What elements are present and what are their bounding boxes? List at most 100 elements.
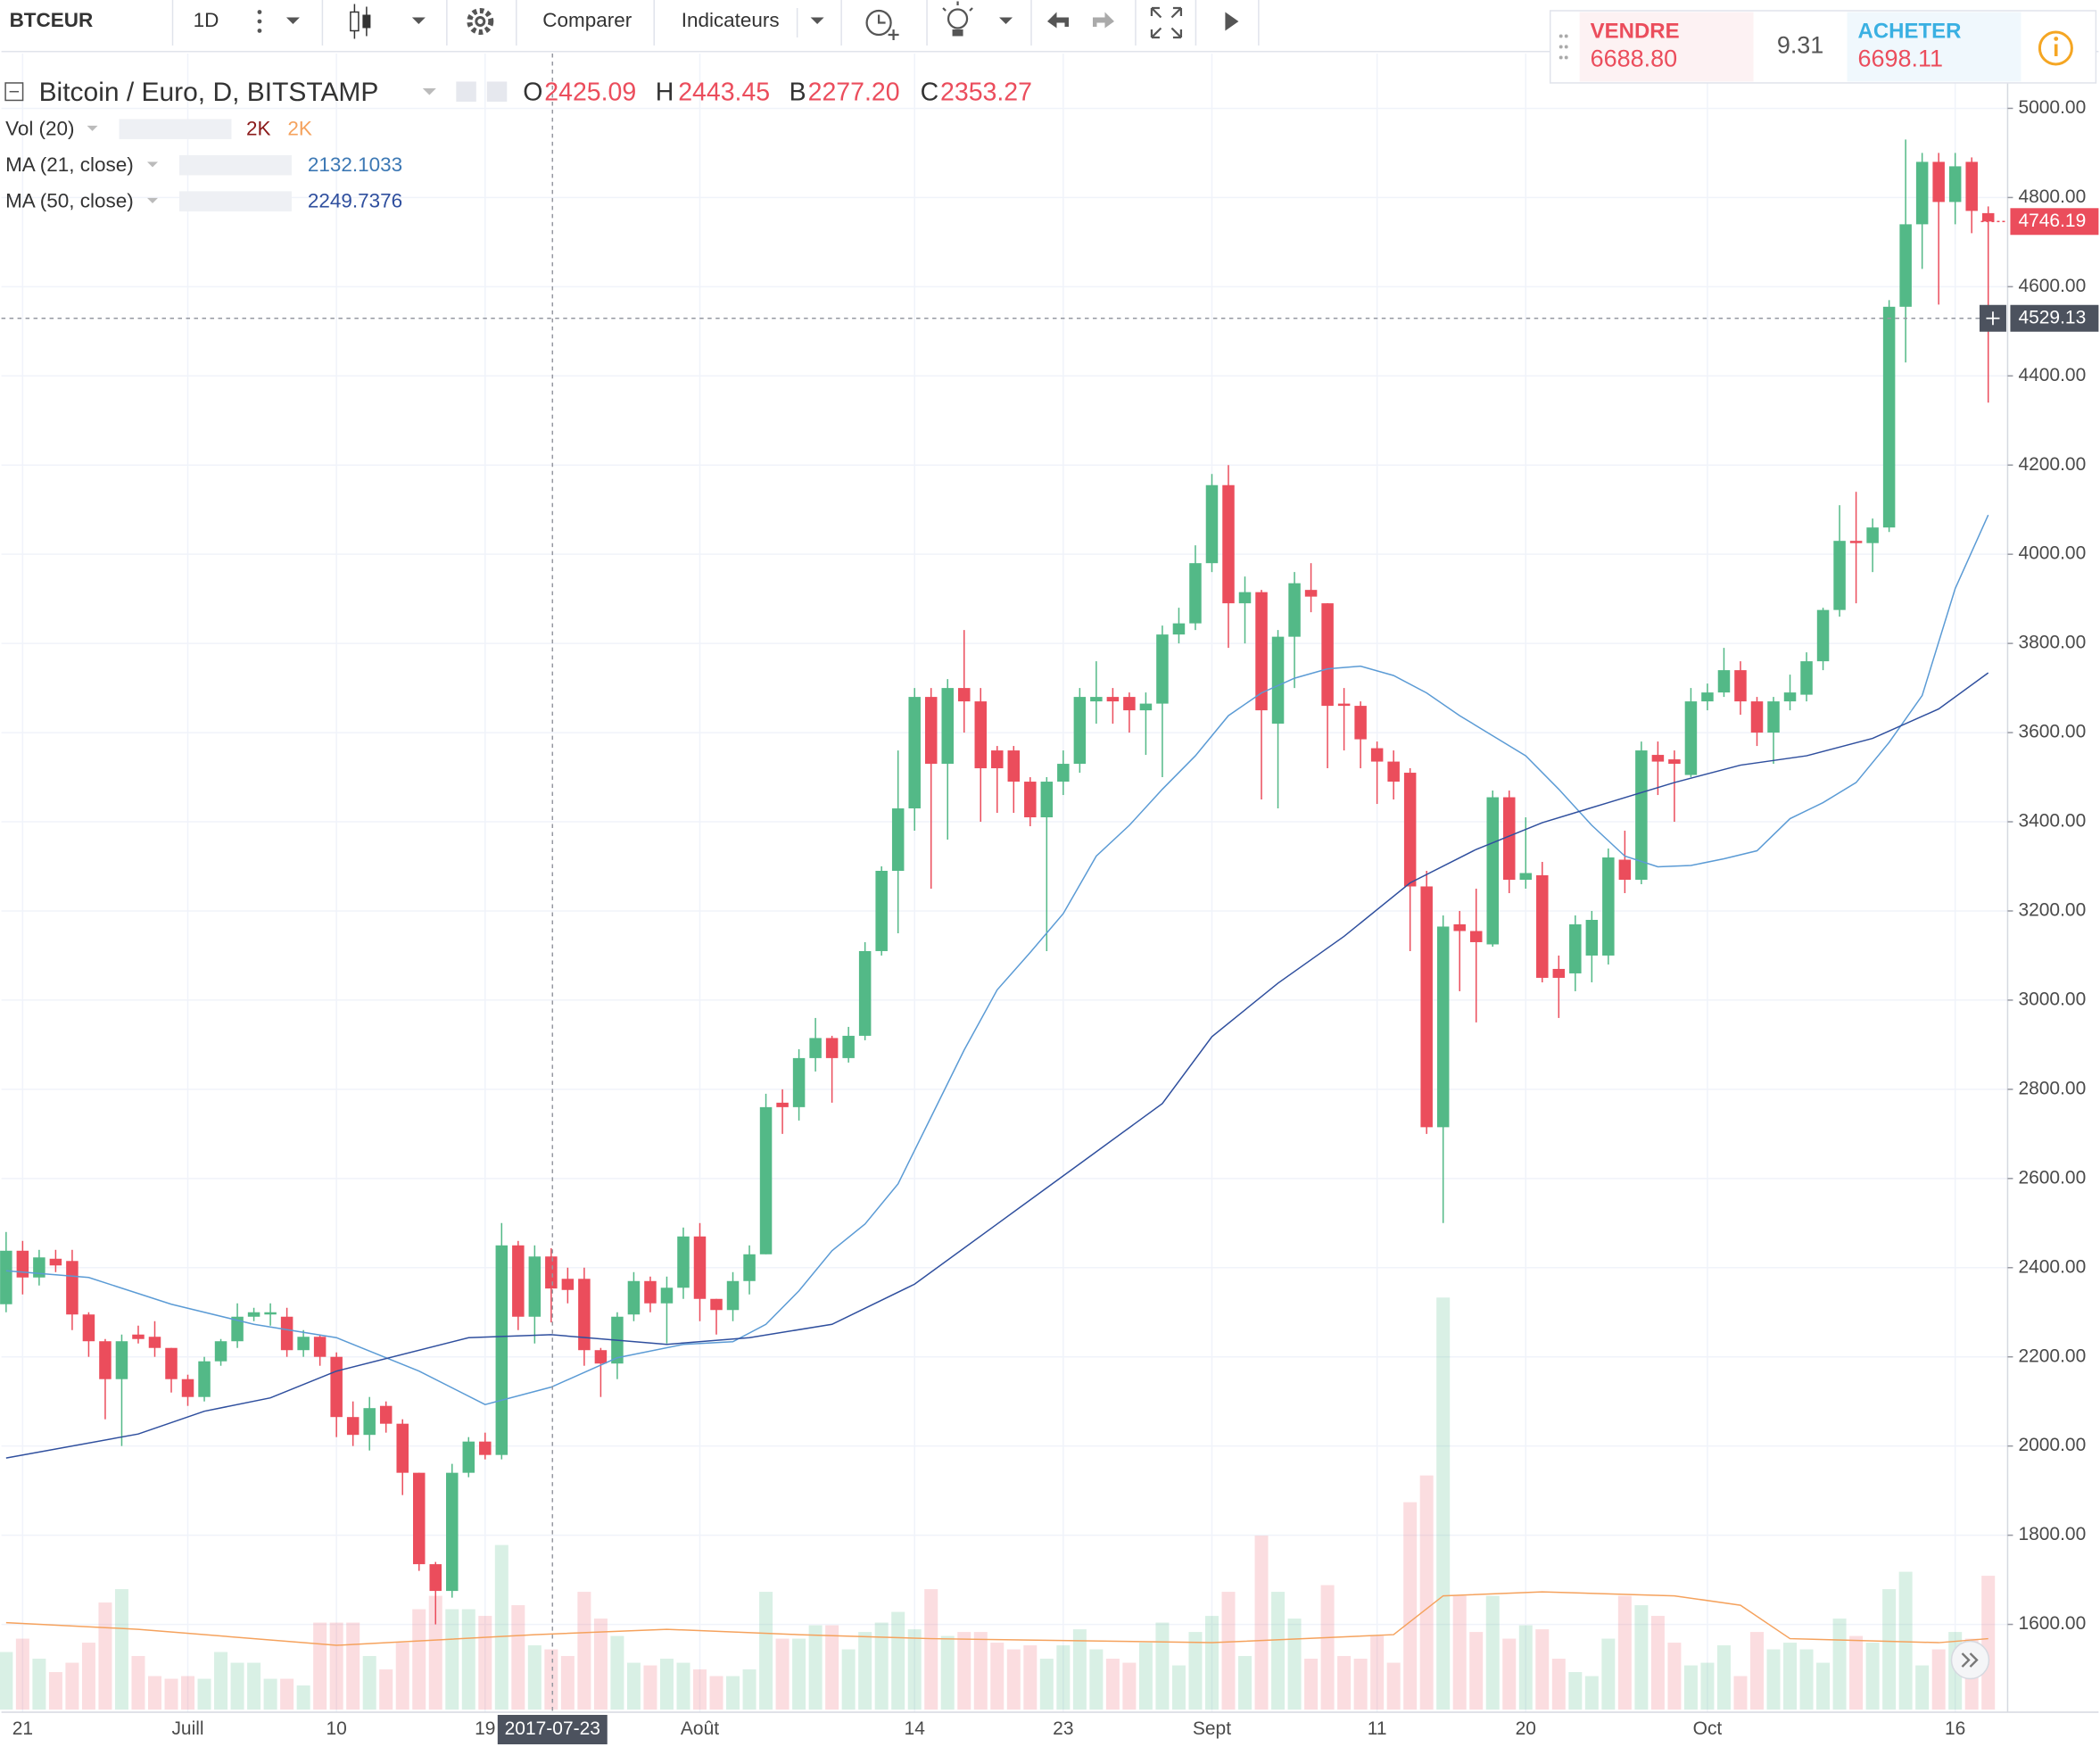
- volume-bar: [1138, 1643, 1153, 1710]
- volume-bar: [1469, 1632, 1484, 1710]
- candle-body: [1172, 623, 1186, 635]
- y-tick-label: 2200.00: [2018, 1345, 2086, 1366]
- candle-body: [858, 950, 872, 1036]
- candle-body: [330, 1356, 343, 1418]
- volume-bar: [924, 1589, 938, 1710]
- volume-bar: [940, 1635, 955, 1710]
- x-tick-label: Juill: [171, 1718, 203, 1739]
- buy-price: 6698.11: [1858, 46, 1943, 72]
- candle-body: [528, 1256, 542, 1317]
- candle-body: [825, 1038, 839, 1058]
- settings-icon[interactable]: [486, 81, 508, 102]
- volume-bar: [263, 1678, 277, 1710]
- alert-icon[interactable]: [865, 9, 899, 40]
- candle-body: [1833, 541, 1846, 610]
- volume-bar: [874, 1622, 889, 1710]
- volume-bar: [626, 1662, 641, 1710]
- fullscreen-icon[interactable]: [1150, 6, 1183, 39]
- chart-type-caret[interactable]: [411, 17, 426, 24]
- close-label: C: [921, 78, 939, 106]
- candle-body: [693, 1236, 707, 1299]
- collapse-icon[interactable]: [4, 82, 24, 102]
- volume-bar: [1981, 1576, 1996, 1710]
- volume-bar: [1221, 1592, 1236, 1710]
- candle-body: [644, 1280, 657, 1304]
- y-tick-label: 3600.00: [2018, 722, 2086, 742]
- volume-bar: [65, 1662, 79, 1710]
- interval-caret[interactable]: [285, 17, 300, 24]
- candle-body: [1271, 636, 1285, 724]
- ideas-caret[interactable]: [999, 17, 1013, 24]
- candle-body: [792, 1057, 806, 1107]
- candle-body: [1321, 603, 1334, 707]
- volume-bar: [1568, 1672, 1583, 1710]
- indicator-buttons[interactable]: [119, 119, 232, 139]
- volume-bar: [1271, 1592, 1286, 1710]
- dropdown-caret[interactable]: [147, 197, 159, 203]
- dropdown-caret[interactable]: [147, 161, 159, 168]
- undo-icon[interactable]: [1047, 12, 1069, 29]
- candle-body: [726, 1280, 740, 1311]
- drag-handle[interactable]: [1558, 34, 1563, 38]
- x-tick-label: 11: [1368, 1718, 1387, 1739]
- candle-body: [1783, 692, 1797, 702]
- y-tick-label: 4400.00: [2018, 365, 2086, 385]
- indicator-buttons[interactable]: [178, 154, 292, 176]
- indicator-buttons[interactable]: [178, 191, 292, 211]
- redo-icon[interactable]: [1092, 12, 1114, 29]
- candle-body: [231, 1316, 244, 1342]
- candle-body: [313, 1337, 327, 1357]
- volume-bar: [1072, 1629, 1087, 1710]
- dropdown-caret[interactable]: [87, 125, 98, 131]
- volume-bar: [858, 1632, 872, 1710]
- volume-bar: [1171, 1665, 1186, 1710]
- volume-legend: Vol (20): [5, 117, 74, 139]
- interval-button[interactable]: 1D: [194, 9, 219, 31]
- spread: 9.31: [1777, 32, 1824, 59]
- dropdown-caret[interactable]: [422, 87, 436, 95]
- candle-body: [49, 1258, 62, 1266]
- volume-bar: [1898, 1571, 1913, 1710]
- volume-bar: [610, 1635, 624, 1710]
- symbol-input[interactable]: BTCEUR: [10, 9, 94, 31]
- compare-button[interactable]: Comparer: [542, 9, 632, 31]
- candle-body: [1238, 592, 1252, 604]
- dots-icon[interactable]: [257, 10, 262, 14]
- candle-body: [214, 1341, 227, 1362]
- volume-bar: [792, 1638, 806, 1710]
- volume-bar: [461, 1609, 475, 1710]
- settings-icon[interactable]: [467, 7, 494, 35]
- volume-bar: [1370, 1635, 1385, 1710]
- indicators-button[interactable]: Indicateurs: [682, 9, 780, 31]
- volume-bar: [1006, 1649, 1021, 1710]
- volume-bar: [527, 1645, 542, 1710]
- volume-bar: [1287, 1619, 1302, 1710]
- x-tick-label: 10: [326, 1718, 346, 1739]
- y-tick-label: 5000.00: [2018, 97, 2086, 118]
- chart-type-icon[interactable]: [350, 4, 371, 39]
- volume-bar: [1584, 1676, 1599, 1710]
- candle-body: [1139, 703, 1153, 711]
- volume-bar: [825, 1625, 839, 1710]
- indicators-caret[interactable]: [810, 17, 824, 24]
- y-tick-label: 1600.00: [2018, 1613, 2086, 1634]
- ideas-icon[interactable]: [942, 1, 973, 37]
- y-tick-label: 2400.00: [2018, 1256, 2086, 1277]
- candle-body: [743, 1254, 756, 1281]
- volume-bar: [511, 1605, 525, 1710]
- candle-body: [924, 697, 938, 765]
- volume-bar: [659, 1659, 674, 1710]
- info-icon[interactable]: [2038, 30, 2073, 66]
- last-price-label: 4746.19: [2018, 211, 2086, 231]
- eye-icon[interactable]: [456, 81, 476, 102]
- buy-button[interactable]: [1847, 12, 2021, 82]
- candle-body: [1403, 773, 1417, 887]
- replay-icon[interactable]: [1225, 12, 1239, 31]
- volume-bar: [1634, 1605, 1649, 1710]
- candle-body: [776, 1102, 789, 1107]
- volume-bar: [247, 1662, 261, 1710]
- dots-icon: [257, 29, 262, 33]
- sell-button[interactable]: [1579, 12, 1754, 82]
- y-tick-label: 1800.00: [2018, 1524, 2086, 1544]
